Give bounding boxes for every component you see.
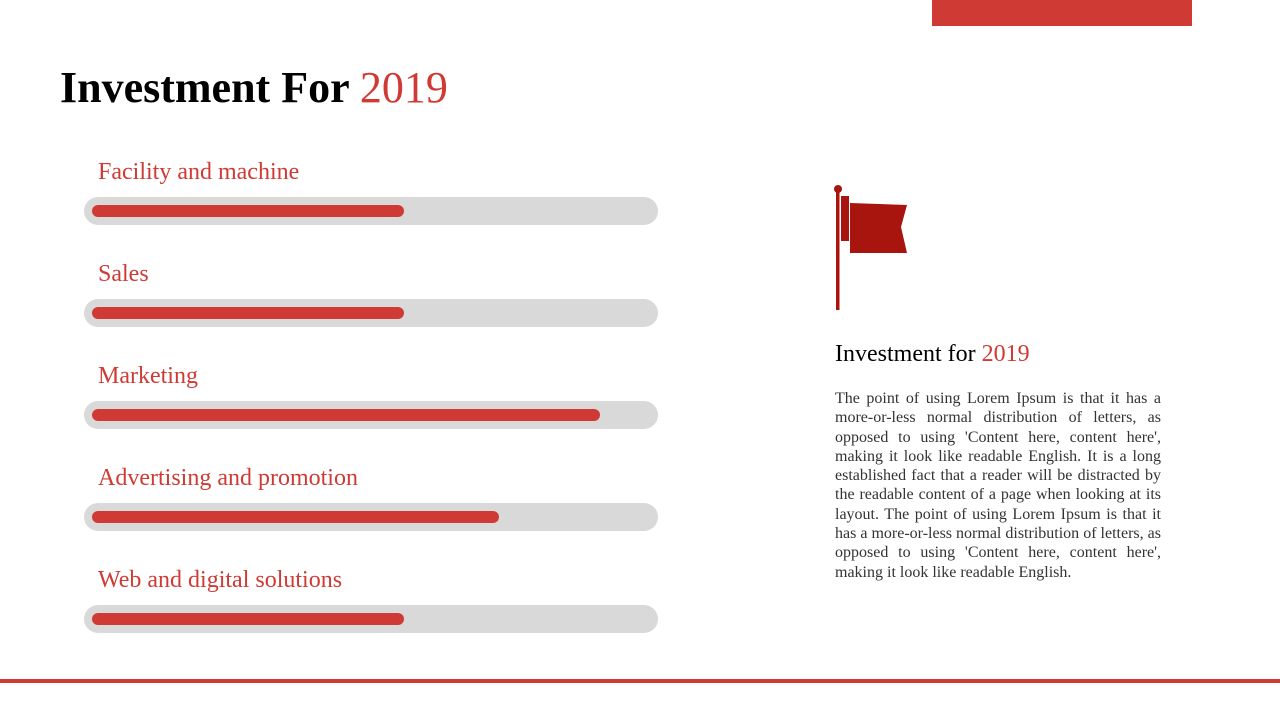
page-title-text: Investment For (60, 63, 349, 112)
progress-fill (92, 205, 404, 217)
bar-item-advertising: Advertising and promotion (84, 456, 658, 558)
side-title-year: 2019 (981, 341, 1030, 367)
page-title-year: 2019 (359, 63, 448, 112)
bar-label: Facility and machine (98, 159, 300, 185)
progress-track (84, 605, 658, 633)
progress-track (84, 503, 658, 531)
flag-icon (834, 185, 907, 310)
bar-item-marketing: Marketing (84, 354, 658, 456)
bar-label: Sales (98, 261, 149, 287)
progress-fill (92, 409, 600, 421)
side-title: Investment for 2019 (835, 338, 1030, 370)
investment-bars: Facility and machine Sales Marketing Adv… (84, 150, 658, 660)
top-accent-bar (932, 0, 1192, 26)
progress-track (84, 197, 658, 225)
progress-fill (92, 511, 499, 523)
bar-item-sales: Sales (84, 252, 658, 354)
bar-item-facility: Facility and machine (84, 150, 658, 252)
bar-item-web: Web and digital solutions (84, 558, 658, 660)
bar-label: Web and digital solutions (98, 567, 343, 593)
side-title-text: Investment for (835, 341, 976, 367)
bottom-divider (0, 679, 1280, 683)
progress-track (84, 299, 658, 327)
side-description: The point of using Lorem Ipsum is that i… (835, 390, 1161, 581)
progress-fill (92, 613, 404, 625)
page-title: Investment For 2019 (60, 60, 448, 116)
bar-label: Marketing (98, 363, 198, 389)
progress-fill (92, 307, 404, 319)
progress-track (84, 401, 658, 429)
bar-label: Advertising and promotion (98, 465, 358, 491)
